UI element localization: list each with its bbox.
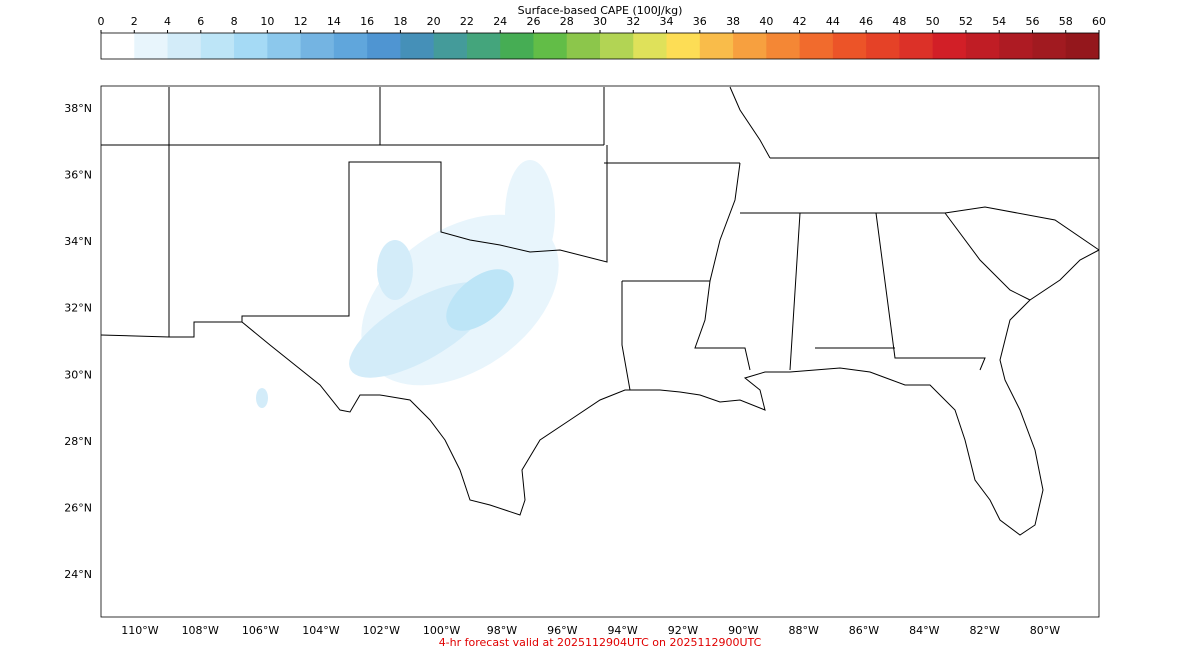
colorbar-swatch (466, 33, 501, 59)
colorbar-tick-label: 30 (593, 15, 607, 28)
footer: 4-hr forecast valid at 2025112904UTC on … (439, 636, 762, 649)
lat-tick-label: 34°N (64, 235, 92, 248)
colorbar-swatch (965, 33, 1000, 59)
lon-tick-label: 84°W (909, 624, 939, 637)
colorbar-tick-label: 8 (231, 15, 238, 28)
cape-shading (256, 160, 559, 408)
colorbar-tick-label: 42 (793, 15, 807, 28)
colorbar-tick-label: 12 (294, 15, 308, 28)
colorbar-swatch (400, 33, 435, 59)
colorbar-swatch (566, 33, 601, 59)
lon-tick-label: 110°W (121, 624, 158, 637)
lat-tick-label: 36°N (64, 169, 92, 182)
colorbar-swatch (200, 33, 235, 59)
lat-tick-label: 32°N (64, 302, 92, 315)
colorbar-tick-label: 0 (98, 15, 105, 28)
colorbar-swatch (832, 33, 867, 59)
colorbar-swatch (167, 33, 202, 59)
colorbar-tick-label: 52 (959, 15, 973, 28)
lon-tick-label: 104°W (302, 624, 339, 637)
colorbar-tick-label: 20 (427, 15, 441, 28)
colorbar-swatch (1032, 33, 1067, 59)
colorbar-tick-label: 6 (197, 15, 204, 28)
lat-tick-label: 38°N (64, 102, 92, 115)
colorbar-swatch (533, 33, 568, 59)
colorbar-tick-label: 26 (526, 15, 540, 28)
colorbar-swatch (300, 33, 335, 59)
colorbar-tick-label: 10 (260, 15, 274, 28)
map-frame (100, 85, 1100, 618)
colorbar-swatch (433, 33, 468, 59)
colorbar-swatch (899, 33, 934, 59)
colorbar-tick-label: 32 (626, 15, 640, 28)
lon-tick-label: 82°W (969, 624, 999, 637)
colorbar-swatch (267, 33, 302, 59)
colorbar-tick-label: 44 (826, 15, 840, 28)
colorbar-swatch (699, 33, 734, 59)
colorbar-swatch (799, 33, 834, 59)
colorbar-tick-label: 22 (460, 15, 474, 28)
lon-tick-label: 96°W (547, 624, 577, 637)
colorbar-swatch (733, 33, 767, 59)
colorbar-tick-label: 36 (693, 15, 707, 28)
lon-tick-label: 106°W (242, 624, 279, 637)
colorbar-tick-label: 16 (360, 15, 374, 28)
colorbar-tick-label: 38 (726, 15, 740, 28)
colorbar-tick-label: 34 (660, 15, 674, 28)
lon-tick-label: 86°W (849, 624, 879, 637)
colorbar-label: Surface-based CAPE (100J/kg) (518, 4, 683, 17)
colorbar-tick-label: 40 (759, 15, 773, 28)
lat-tick-label: 26°N (64, 501, 92, 514)
colorbar-swatch (333, 33, 368, 59)
colorbar-tick-label: 18 (393, 15, 407, 28)
lon-tick-label: 102°W (363, 624, 400, 637)
colorbar-tick-label: 14 (327, 15, 341, 28)
colorbar-tick-label: 56 (1025, 15, 1039, 28)
colorbar-swatch (999, 33, 1033, 59)
lon-tick-label: 98°W (487, 624, 517, 637)
colorbar-swatch (866, 33, 900, 59)
colorbar-tick-label: 48 (892, 15, 906, 28)
colorbar-swatch (500, 33, 534, 59)
colorbar-swatch (666, 33, 701, 59)
colorbar-swatch (101, 33, 135, 59)
lat-tick-label: 24°N (64, 568, 92, 581)
colorbar-tick-label: 50 (926, 15, 940, 28)
lat-tick-label: 30°N (64, 368, 92, 381)
colorbar-tick-label: 60 (1092, 15, 1106, 28)
colorbar-tick-label: 54 (992, 15, 1006, 28)
colorbar-tick-label: 46 (859, 15, 873, 28)
lon-tick-label: 80°W (1030, 624, 1060, 637)
colorbar-swatch (367, 33, 401, 59)
colorbar-swatch (134, 33, 169, 59)
colorbar-tick-label: 24 (493, 15, 507, 28)
colorbar-swatch (1065, 33, 1100, 59)
colorbar-swatch (932, 33, 967, 59)
lon-tick-label: 90°W (728, 624, 758, 637)
lat-tick-label: 28°N (64, 435, 92, 448)
colorbar-tick-label: 2 (131, 15, 138, 28)
colorbar-tick-label: 58 (1059, 15, 1073, 28)
colorbar-tick-label: 4 (164, 15, 171, 28)
lon-tick-label: 108°W (182, 624, 219, 637)
colorbar-swatch (633, 33, 668, 59)
lon-tick-label: 100°W (423, 624, 460, 637)
boundaries (100, 86, 1100, 536)
colorbar-swatch (234, 33, 268, 59)
colorbar-tick-label: 28 (560, 15, 574, 28)
colorbar-swatch (766, 33, 801, 59)
lon-tick-label: 92°W (668, 624, 698, 637)
colorbar-swatch (600, 33, 634, 59)
lon-tick-label: 88°W (788, 624, 818, 637)
lon-tick-label: 94°W (607, 624, 637, 637)
